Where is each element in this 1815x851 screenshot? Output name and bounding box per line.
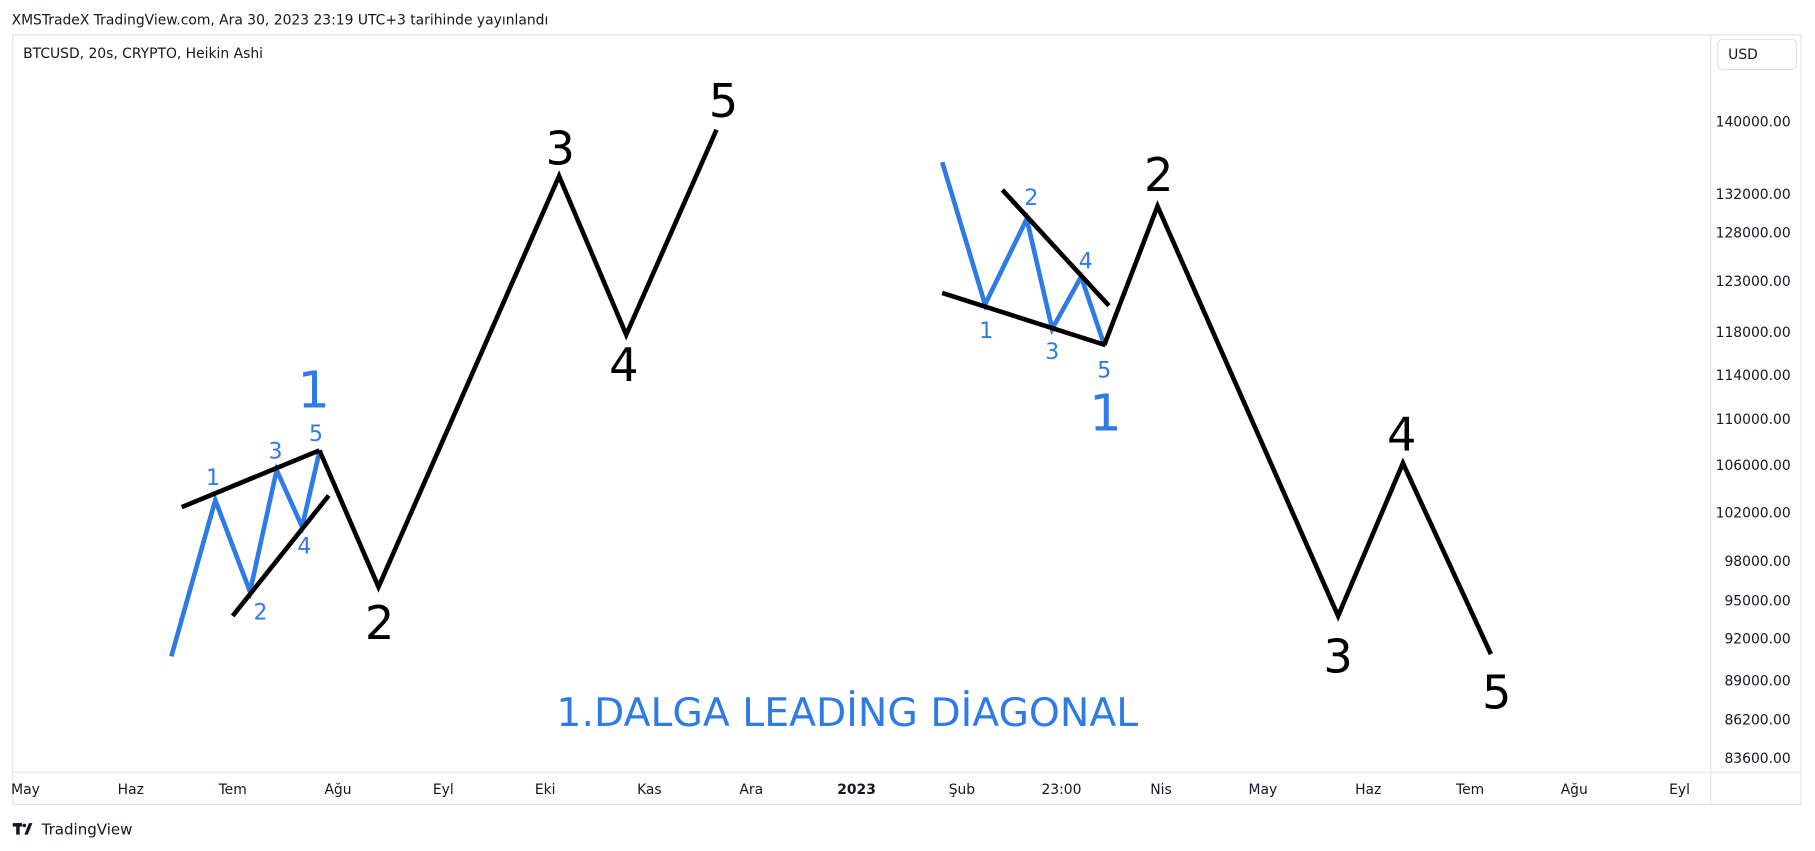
sub-wave-label: 5 [309,422,323,447]
time-label: Şub [949,782,976,798]
trendline [1000,188,1111,308]
sub-wave-label: 2 [1024,186,1038,211]
annotation: 1.DALGA LEADİNG DİAGONAL [556,690,1138,736]
sub-wave-label: 1 [979,319,993,344]
symbol: BTCUSD, 20s, CRYPTO, Heikin Ashi [23,46,263,62]
time-label: May [11,782,40,798]
time-label: Eyl [433,782,454,798]
time-label: Kas [637,782,662,798]
price-label: 89000.00 [1724,673,1790,689]
price-label: 110000.00 [1716,412,1791,428]
price-label: 92000.00 [1724,632,1790,648]
currency[interactable]: USD [1728,47,1758,63]
time-label: Ağu [1561,782,1588,798]
sub-wave-label: 3 [268,439,282,464]
degree-label: 1 [297,362,329,421]
time-label: Ağu [324,782,351,798]
price-label: 98000.00 [1724,554,1790,570]
trendline [180,448,321,510]
trendline [941,290,1107,348]
degree-label: 1 [1089,385,1121,444]
price-label: 118000.00 [1716,325,1791,341]
price-label: 114000.00 [1716,368,1791,384]
right-drawing [940,161,1493,656]
main-wave-label: 3 [546,121,575,175]
time-label: Nis [1150,782,1171,798]
price-label: 83600.00 [1724,751,1790,767]
time-label: Ara [739,782,763,798]
sub-wave-label: 1 [206,466,220,491]
main-wave-label: 2 [1144,148,1173,202]
time-label: Haz [118,782,144,798]
main-wave-label: 5 [709,74,738,128]
price-label: 123000.00 [1716,274,1791,290]
logo [12,823,33,835]
sub-wave-label: 2 [253,600,267,625]
main-wave-label: 5 [1482,666,1511,720]
blue-wave [169,451,322,658]
time-label: Tem [218,782,247,798]
time-label: 23:00 [1041,782,1081,798]
main-wave-label: 2 [365,596,394,650]
header-title: XMSTradeX TradingView.com, Ara 30, 2023 … [12,12,549,28]
time-label: Eki [535,782,556,798]
currency-button[interactable] [1717,38,1798,71]
sub-wave-label: 5 [1097,358,1111,383]
price-label: 132000.00 [1716,187,1791,203]
time-label: 2023 [837,782,876,798]
trendline [230,494,331,618]
main-wave-label: 3 [1323,630,1352,684]
price-label: 106000.00 [1716,458,1791,474]
time-label: Tem [1455,782,1484,798]
price-label: 128000.00 [1716,225,1791,241]
price-label: 140000.00 [1716,114,1791,130]
blue-wave [940,161,1107,346]
time-label: Haz [1355,782,1381,798]
sub-wave-label: 3 [1045,340,1059,365]
main-wave-label: 4 [1387,407,1416,461]
main-wave-label: 4 [609,338,638,392]
time-label: Eyl [1669,782,1690,798]
black-wave [1102,200,1493,656]
left-drawing [169,128,719,658]
footer-brand: TradingView [41,821,133,839]
price-label: 95000.00 [1724,593,1790,609]
sub-wave-label: 4 [297,534,311,559]
black-wave [317,128,719,593]
price-label: 86200.00 [1724,713,1790,729]
time-label: May [1249,782,1278,798]
chart-frame [12,34,1802,806]
price-label: 102000.00 [1716,506,1791,522]
sub-wave-label: 4 [1079,250,1093,275]
